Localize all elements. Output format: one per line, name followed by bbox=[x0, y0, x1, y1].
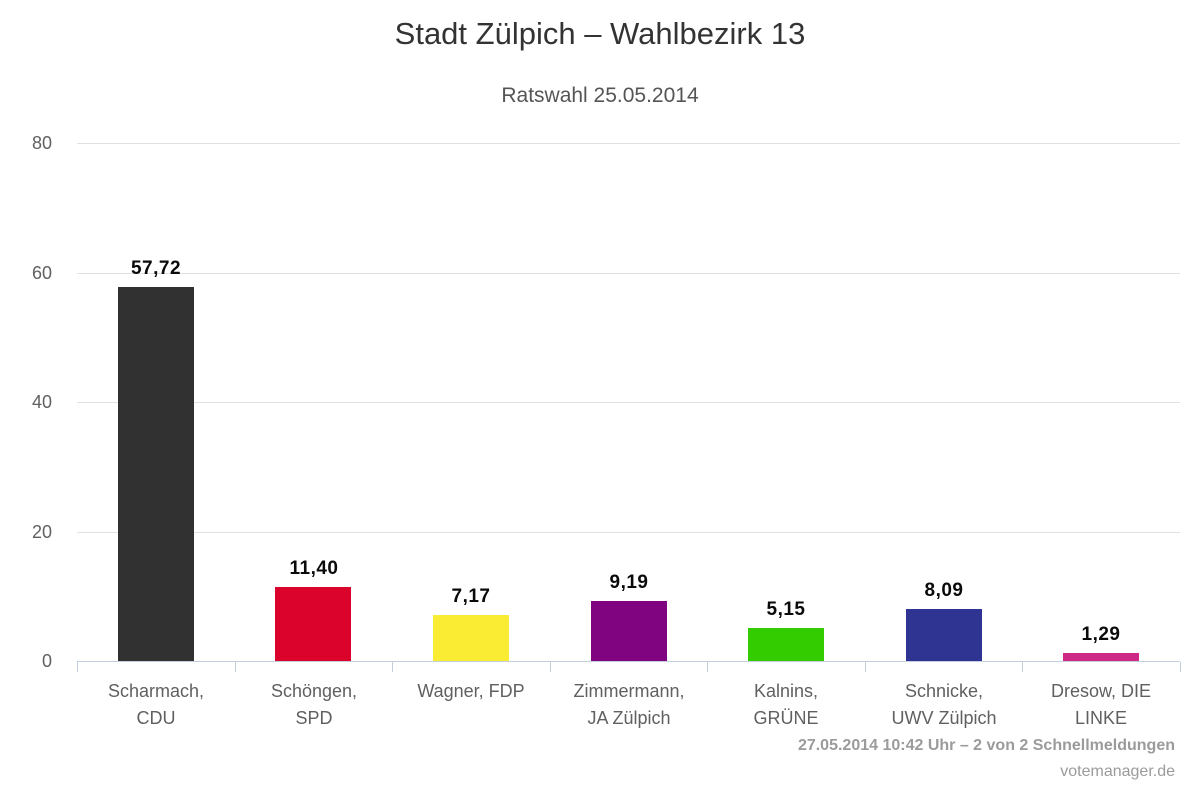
bar-value-label: 11,40 bbox=[289, 558, 339, 580]
x-axis-tick bbox=[550, 662, 551, 672]
x-axis-label-line: UWV Zülpich bbox=[891, 708, 997, 728]
x-axis-label-line: GRÜNE bbox=[753, 708, 819, 728]
x-axis-tick bbox=[865, 662, 866, 672]
y-axis-tick-label: 0 bbox=[41, 651, 52, 671]
bar-value-label: 1,29 bbox=[1081, 623, 1121, 645]
x-axis-tick bbox=[1180, 662, 1181, 672]
bar-value-label: 7,17 bbox=[451, 585, 491, 607]
bar-sch-ngen-spd[interactable] bbox=[275, 587, 351, 661]
x-axis-label-line: Schöngen, bbox=[270, 681, 358, 701]
x-axis-category-label: Schnicke, UWV Zülpich bbox=[865, 678, 1023, 732]
x-axis-category-label: Scharmach, CDU bbox=[77, 678, 235, 732]
x-axis-tick bbox=[235, 662, 236, 672]
bar-value-label: 8,09 bbox=[924, 579, 964, 601]
x-axis-label-line: SPD bbox=[295, 708, 333, 728]
bar-kalnins-gr-ne[interactable] bbox=[748, 627, 824, 661]
bar-zimmermann-ja-z-lpich[interactable] bbox=[591, 601, 667, 661]
x-axis-label-line: Wagner, FDP bbox=[417, 681, 525, 701]
bar-value-label: 5,15 bbox=[766, 598, 806, 620]
y-axis-tick-label: 80 bbox=[31, 133, 52, 153]
bar-scharmach-cdu[interactable] bbox=[118, 287, 194, 661]
x-axis-label-line: Zimmermann, bbox=[573, 681, 685, 701]
x-axis-label-line: Schnicke, bbox=[904, 681, 984, 701]
chart-subtitle: Ratswahl 25.05.2014 bbox=[501, 84, 699, 107]
y-gridline bbox=[77, 531, 1180, 533]
x-axis-label-line: Dresow, DIE bbox=[1050, 681, 1152, 701]
votemanager-credits-link[interactable]: votemanager.de bbox=[1060, 763, 1175, 780]
x-axis-line bbox=[77, 661, 1180, 662]
bar-dresow-die-linke[interactable] bbox=[1063, 652, 1139, 661]
y-gridline bbox=[77, 272, 1180, 274]
x-axis-label-line: Kalnins, bbox=[753, 681, 819, 701]
y-gridline bbox=[77, 143, 1180, 144]
bar-value-label: 9,19 bbox=[609, 572, 649, 594]
report-status-line: 27.05.2014 10:42 Uhr – 2 von 2 Schnellme… bbox=[797, 737, 1175, 754]
bar-wagner-fdp[interactable] bbox=[433, 614, 509, 661]
x-axis-tick bbox=[707, 662, 708, 672]
x-axis-label-line: JA Zülpich bbox=[587, 708, 671, 728]
y-gridline bbox=[77, 402, 1180, 403]
y-axis-tick-label: 40 bbox=[31, 392, 52, 412]
x-axis-tick bbox=[77, 662, 78, 672]
x-axis-category-label: Dresow, DIE LINKE bbox=[1022, 678, 1180, 732]
x-axis-tick bbox=[1022, 662, 1023, 672]
chart-title: Stadt Zülpich – Wahlbezirk 13 bbox=[394, 16, 806, 51]
x-axis-label-line: LINKE bbox=[1074, 708, 1128, 728]
x-axis-tick bbox=[392, 662, 393, 672]
x-axis-label-line: CDU bbox=[136, 708, 176, 728]
y-axis-tick-label: 20 bbox=[31, 521, 52, 542]
bar-value-label: 57,72 bbox=[130, 258, 182, 280]
x-axis-category-label: Schöngen, SPD bbox=[235, 678, 393, 732]
bar-schnicke-uwv-z-lpich[interactable] bbox=[906, 608, 982, 661]
x-axis-category-label: Kalnins, GRÜNE bbox=[707, 678, 865, 732]
x-axis-category-label: Wagner, FDP bbox=[392, 678, 550, 705]
x-axis-category-label: Zimmermann, JA Zülpich bbox=[550, 678, 708, 732]
x-axis-label-line: Scharmach, bbox=[107, 681, 205, 701]
y-axis-tick-label: 60 bbox=[31, 262, 52, 283]
